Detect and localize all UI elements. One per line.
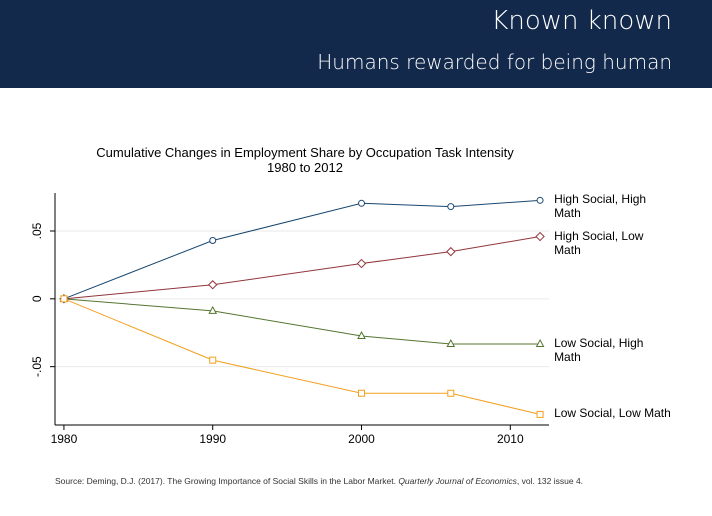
series-label: Low Social, High Math xyxy=(554,336,644,364)
marker xyxy=(209,236,217,244)
slide-title: Known known xyxy=(491,6,672,36)
source-text: Source: Deming, D.J. (2017). The Growing… xyxy=(55,476,399,486)
marker xyxy=(536,410,544,418)
marker xyxy=(356,258,367,269)
source-journal: Quarterly Journal of Economics xyxy=(398,476,517,486)
source-text: , vol. 132 issue 4. xyxy=(516,476,584,486)
source: Source: Deming, D.J. (2017). The Growing… xyxy=(55,476,583,486)
series-label: High Social, Low Math xyxy=(554,228,644,257)
marker xyxy=(446,246,456,257)
marker xyxy=(535,231,545,242)
series-label: Low Social, Low Math xyxy=(554,406,671,421)
marker xyxy=(535,338,545,348)
x-tick-label: 2000 xyxy=(348,432,375,446)
x-tick-label: 1980 xyxy=(51,432,78,446)
marker xyxy=(447,389,455,397)
marker xyxy=(358,199,366,207)
marker xyxy=(447,203,455,211)
x-tick-label: 1990 xyxy=(199,432,226,446)
marker xyxy=(209,356,217,364)
chart-title: Cumulative Changes in Employment Share b… xyxy=(96,145,514,160)
marker xyxy=(536,196,544,204)
y-tick-label: .05 xyxy=(30,222,44,239)
marker xyxy=(208,305,218,314)
slide-subtitle: Humans rewarded for being human xyxy=(317,50,672,74)
series-line xyxy=(63,199,541,300)
marker xyxy=(358,389,366,397)
chart-title: 1980 to 2012 xyxy=(267,160,343,175)
marker xyxy=(446,338,456,348)
series-line xyxy=(63,298,541,345)
series-line xyxy=(63,236,541,300)
marker xyxy=(357,330,366,339)
y-tick-label: -.05 xyxy=(30,356,44,377)
y-tick-label: 0 xyxy=(30,295,44,302)
series-line xyxy=(63,298,541,415)
x-tick-label: 2010 xyxy=(497,432,524,446)
series-label: High Social, High Math xyxy=(554,192,647,221)
header: Known known Humans rewarded for being hu… xyxy=(0,0,712,88)
marker xyxy=(208,280,218,290)
marker xyxy=(60,295,68,303)
